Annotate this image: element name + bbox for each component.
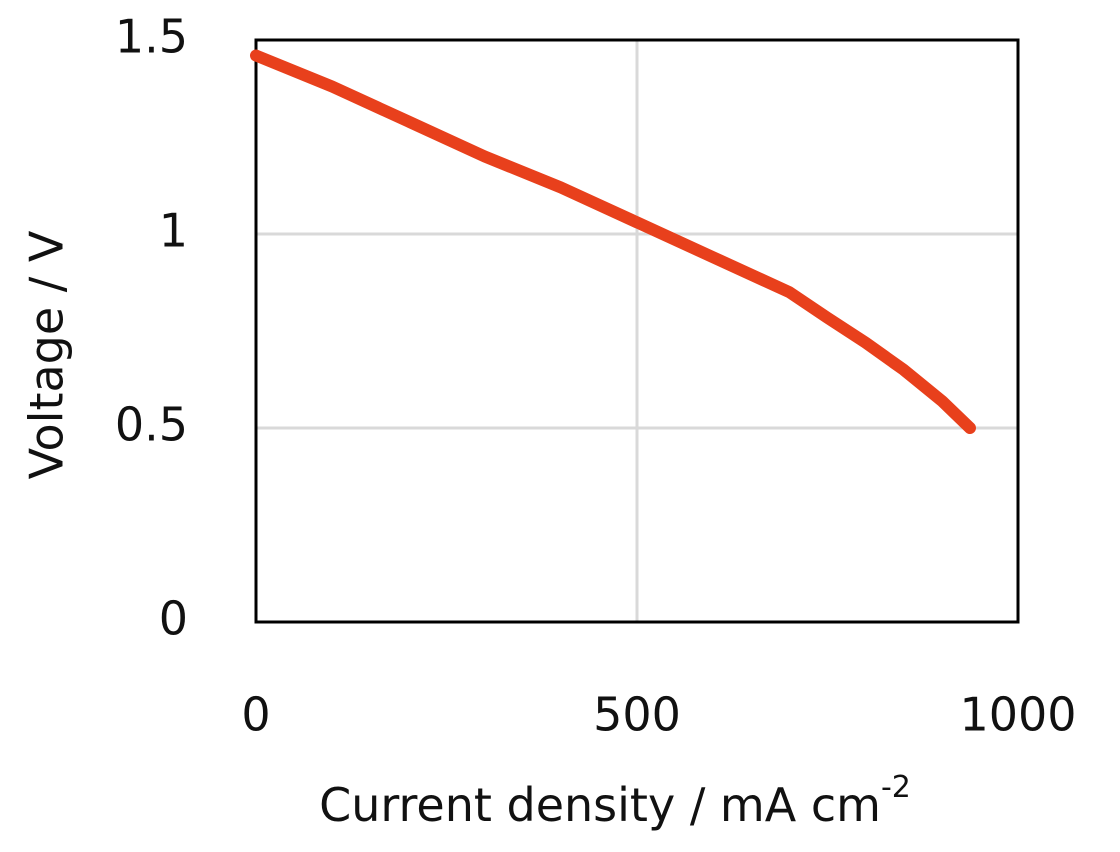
line-series: [250, 49, 976, 434]
y-tick-label: 1: [159, 204, 188, 258]
y-tick-label: 0.5: [115, 398, 188, 452]
plot-frame: [254, 38, 1020, 624]
x-tick-label: 1000: [959, 688, 1076, 742]
y-axis-label: Voltage / V: [20, 230, 74, 479]
x-axis-label: Current density / mA cm-2: [319, 770, 911, 832]
x-axis-label-text: Current density / mA cm: [319, 778, 881, 832]
y-tick-label: 1.5: [115, 10, 188, 64]
x-tick-label: 0: [241, 688, 270, 742]
y-tick-label: 0: [159, 592, 188, 646]
x-axis-label-superscript: -2: [881, 770, 911, 805]
x-tick-label: 500: [593, 688, 681, 742]
